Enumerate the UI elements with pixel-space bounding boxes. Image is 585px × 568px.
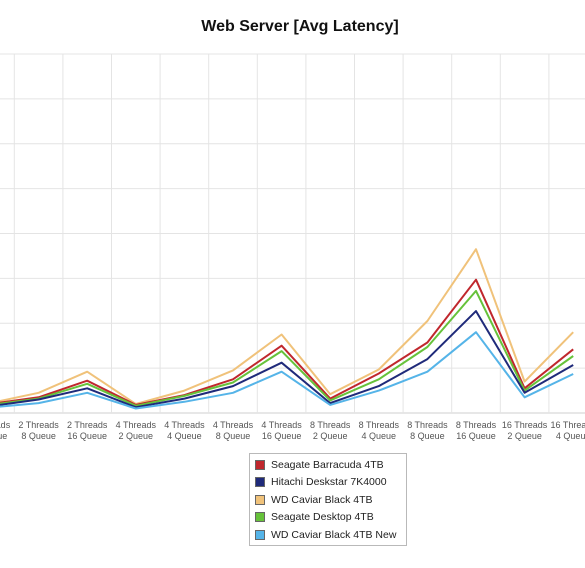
legend-swatch [255,529,265,540]
legend-item: WD Caviar Black 4TB [250,491,406,509]
x-tick-label: 4 Threads 16 Queue [261,420,302,441]
legend-item: Hitachi Deskstar 7K4000 [250,474,406,492]
legend-label: Seagate Desktop 4TB [271,511,374,524]
legend-label: Hitachi Deskstar 7K4000 [271,476,387,489]
legend-swatch [255,512,265,523]
legend-label: WD Caviar Black 4TB New [271,528,397,541]
series-lines [0,248,574,410]
x-tick-label: 8 Threads 4 Queue [359,420,400,441]
series-line [0,248,574,405]
x-tick-label: 8 Threads 8 Queue [407,420,448,441]
x-tick-label: 2 Threads 8 Queue [18,420,59,441]
legend-label: WD Caviar Black 4TB [271,493,373,506]
x-tick-label: 8 Threads 16 Queue [456,420,497,441]
legend-swatch [255,459,265,470]
series-line [0,289,574,407]
legend-item: Seagate Desktop 4TB [250,509,406,527]
x-tick-label: 2 Threads 16 Queue [67,420,108,441]
chart-title: Web Server [Avg Latency] [201,18,399,35]
legend-item: WD Caviar Black 4TB New [250,526,406,544]
legend-item: Seagate Barracuda 4TB [250,456,406,474]
legend-swatch [255,477,265,488]
legend-label: Seagate Barracuda 4TB [271,458,384,471]
legend-swatch [255,494,265,505]
x-tick-label: 4 Threads 2 Queue [116,420,157,441]
legend: Seagate Barracuda 4TB Hitachi Deskstar 7K… [249,453,407,546]
x-tick-label: 8 Threads 2 Queue [310,420,351,441]
x-tick-label: 4 Threads 8 Queue [213,420,254,441]
series-line [0,331,574,410]
x-tick-label: 16 Threads 2 Queue [502,420,548,441]
x-tick-label: 4 Threads 4 Queue [164,420,205,441]
series-line [0,278,574,406]
series-line [0,310,574,409]
